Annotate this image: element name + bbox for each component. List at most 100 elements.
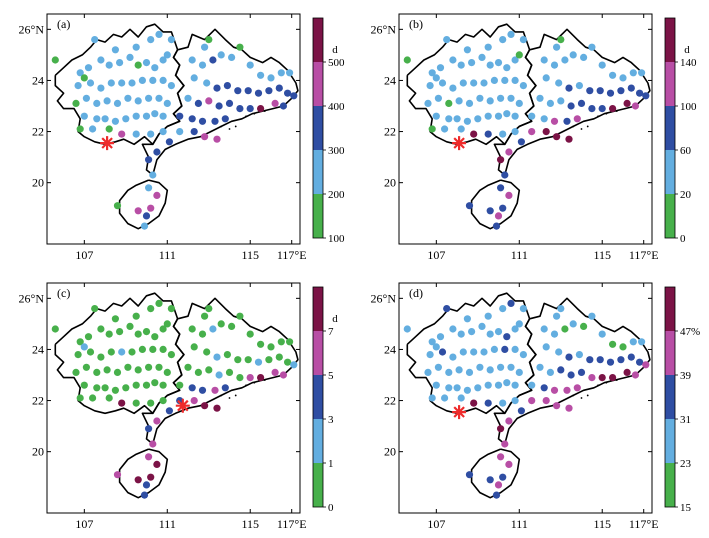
station-dot: [221, 384, 229, 392]
station-dot: [428, 338, 436, 346]
station-dot: [636, 89, 644, 97]
panel-tag: (c): [57, 286, 70, 300]
colorbar-segment: [665, 419, 675, 463]
colorbar-segment: [665, 150, 675, 194]
colorbar-tick-label: 20: [680, 189, 692, 201]
station-dot: [105, 394, 113, 402]
station-dot: [142, 112, 151, 120]
station-dot: [107, 348, 115, 356]
station-dot: [84, 64, 93, 72]
station-dot: [484, 43, 492, 51]
station-dot: [484, 312, 492, 320]
station-dot: [542, 343, 550, 351]
islet: [234, 394, 237, 397]
station-dot: [573, 115, 581, 123]
colorbar-tick-label: 39: [680, 370, 692, 382]
station-dot: [271, 99, 279, 107]
station-dot: [74, 351, 82, 359]
station-dot: [457, 330, 465, 338]
station-dot: [228, 322, 236, 330]
station-dot: [142, 59, 151, 67]
station-dot: [277, 338, 285, 346]
station-dot: [142, 381, 151, 389]
station-dot: [575, 82, 583, 90]
station-dot: [465, 202, 474, 210]
panel-tag: (b): [409, 17, 423, 31]
station-dot: [213, 84, 221, 92]
islet: [597, 384, 599, 387]
station-dot: [101, 115, 109, 123]
station-dot: [638, 69, 646, 77]
station-dot: [176, 381, 184, 389]
station-dot: [142, 481, 151, 489]
colorbar-segment: [665, 375, 675, 419]
station-dot: [629, 338, 637, 346]
station-dot: [277, 69, 285, 77]
station-dot: [528, 112, 536, 120]
station-dot: [497, 184, 505, 192]
station-dot: [167, 351, 175, 359]
station-dot: [403, 56, 411, 64]
station-dot: [163, 320, 171, 328]
colorbar-tick-label: 200: [328, 189, 345, 201]
station-dot: [494, 328, 503, 336]
station-dot: [511, 128, 519, 136]
station-dot: [113, 99, 122, 107]
panel-tag: (a): [57, 17, 70, 31]
colorbar-segment: [313, 287, 323, 331]
station-dot: [519, 305, 527, 313]
colorbar-segment: [313, 375, 323, 419]
colorbar-segment: [313, 194, 323, 238]
station-dot: [463, 386, 471, 394]
station-dot: [118, 130, 126, 138]
station-dot: [223, 351, 231, 359]
station-dot: [236, 105, 244, 113]
panel-d: 107 111 115 117°E 26°N 24 22 20 (d) 15 23 31 39 47%: [352, 269, 704, 538]
station-dot: [567, 102, 575, 110]
station-dot: [215, 102, 223, 110]
station-dot: [503, 379, 511, 387]
islet: [245, 115, 247, 118]
station-dot: [623, 99, 631, 107]
station-dot: [642, 92, 650, 100]
station-dot: [501, 440, 509, 448]
station-dot: [82, 94, 90, 102]
station-dot: [432, 381, 440, 389]
station-dot: [470, 130, 478, 138]
station-dot: [565, 135, 573, 143]
station-dot: [553, 312, 561, 320]
station-dot: [550, 117, 559, 125]
station-dot: [72, 99, 80, 107]
station-dot: [76, 125, 84, 133]
station-dot: [236, 374, 244, 382]
station-dot: [457, 125, 465, 133]
station-dot: [142, 212, 151, 220]
station-dot: [213, 404, 221, 412]
station-dot: [80, 74, 88, 82]
station-dot: [499, 399, 507, 407]
station-dot: [490, 345, 498, 353]
station-dot: [211, 386, 219, 394]
hainan-boundary: [118, 179, 169, 230]
station-dot: [128, 348, 136, 356]
station-dot: [221, 115, 229, 123]
station-dot: [103, 366, 111, 374]
station-dot: [463, 315, 471, 323]
station-dot: [546, 99, 554, 107]
station-dot: [246, 330, 254, 338]
station-dot: [432, 112, 440, 120]
station-dot: [536, 94, 544, 102]
station-dot: [184, 94, 192, 102]
station-dot: [494, 381, 503, 389]
islet: [586, 394, 589, 397]
station-dot: [445, 99, 453, 107]
station-dot: [596, 356, 604, 364]
station-dot: [201, 312, 209, 320]
station-dot: [188, 56, 196, 64]
station-dot: [627, 84, 635, 92]
station-dot: [438, 79, 447, 87]
station-dot: [499, 305, 507, 313]
station-dot: [569, 320, 577, 328]
station-dot: [257, 340, 265, 348]
